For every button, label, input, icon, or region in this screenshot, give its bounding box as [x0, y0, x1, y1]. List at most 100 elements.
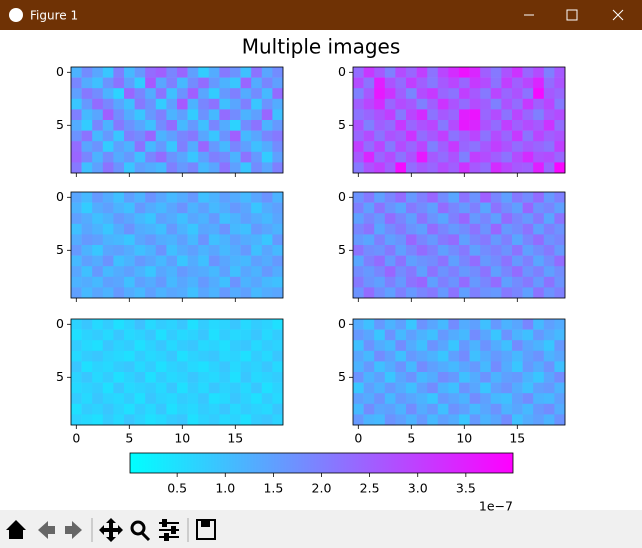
cell	[240, 234, 252, 246]
cell	[166, 276, 178, 288]
cell	[395, 340, 407, 352]
cell	[406, 245, 417, 256]
cell	[81, 403, 93, 415]
cell	[384, 350, 396, 362]
cell	[251, 361, 263, 373]
cell	[198, 202, 210, 214]
cell	[272, 98, 284, 110]
cell	[512, 130, 523, 142]
cell	[374, 245, 386, 256]
cell	[113, 350, 125, 362]
cell	[155, 403, 167, 415]
cell	[261, 372, 273, 383]
cell	[533, 403, 545, 415]
cell	[187, 361, 199, 373]
cell	[437, 276, 449, 288]
save-button[interactable]	[196, 519, 216, 540]
cell	[427, 151, 439, 163]
cell	[219, 372, 231, 383]
cell	[198, 141, 210, 153]
forward-button[interactable]	[65, 521, 82, 539]
cell	[198, 319, 210, 330]
zoom-button[interactable]	[130, 520, 146, 536]
cell	[187, 414, 199, 426]
cell	[134, 255, 146, 267]
cell	[469, 120, 481, 131]
cell	[198, 77, 210, 89]
cell	[92, 340, 104, 352]
cell	[533, 319, 545, 330]
cell	[353, 245, 364, 256]
cell	[459, 403, 470, 415]
cell	[155, 67, 167, 78]
cell	[374, 162, 386, 174]
cell	[177, 213, 188, 225]
cell	[490, 319, 502, 330]
cell	[251, 245, 263, 256]
cell	[124, 329, 135, 341]
cell	[448, 266, 460, 278]
cell	[208, 329, 220, 341]
cell	[543, 329, 555, 341]
cell	[272, 414, 284, 426]
cell	[251, 67, 263, 78]
cell	[554, 151, 566, 163]
close-button[interactable]	[612, 9, 624, 21]
pan-button[interactable]	[99, 518, 123, 542]
cell	[490, 213, 502, 225]
cell	[177, 403, 188, 415]
cell	[459, 88, 470, 100]
cell	[230, 329, 241, 341]
cell	[177, 234, 188, 246]
cell	[240, 202, 252, 214]
cell	[208, 382, 220, 394]
cell	[353, 382, 364, 394]
cell	[198, 223, 210, 235]
cell	[240, 120, 252, 131]
cell	[490, 382, 502, 394]
cell	[145, 141, 157, 153]
cell	[155, 382, 167, 394]
home-button[interactable]	[6, 520, 26, 539]
cell	[177, 350, 188, 362]
image	[353, 319, 566, 426]
cell	[124, 109, 135, 121]
cell	[272, 151, 284, 163]
cell	[353, 223, 364, 235]
cell	[113, 287, 125, 299]
cell	[543, 382, 555, 394]
cell	[522, 382, 534, 394]
cell	[416, 109, 428, 121]
cell	[395, 130, 407, 142]
cell	[134, 223, 146, 235]
cell	[533, 414, 545, 426]
cell	[448, 130, 460, 142]
cell	[512, 109, 523, 121]
cell	[198, 350, 210, 362]
configure-button[interactable]	[159, 519, 179, 541]
cell	[124, 234, 135, 246]
cell	[490, 350, 502, 362]
cell	[480, 393, 492, 405]
x-tick-label: 0	[354, 431, 362, 446]
cell	[240, 319, 252, 330]
cell	[554, 329, 566, 341]
cell	[166, 192, 178, 203]
cell	[522, 276, 534, 288]
maximize-button[interactable]	[566, 9, 578, 21]
cell	[406, 67, 417, 78]
cell	[219, 340, 231, 352]
cell	[437, 266, 449, 278]
back-button[interactable]	[38, 521, 55, 539]
cell	[406, 234, 417, 246]
cell	[219, 287, 231, 299]
cell	[384, 276, 396, 288]
cell	[219, 88, 231, 100]
cell	[395, 403, 407, 415]
cell	[480, 340, 492, 352]
cell	[71, 223, 82, 235]
cell	[533, 245, 545, 256]
cell	[71, 403, 82, 415]
cell	[448, 88, 460, 100]
cell	[155, 88, 167, 100]
